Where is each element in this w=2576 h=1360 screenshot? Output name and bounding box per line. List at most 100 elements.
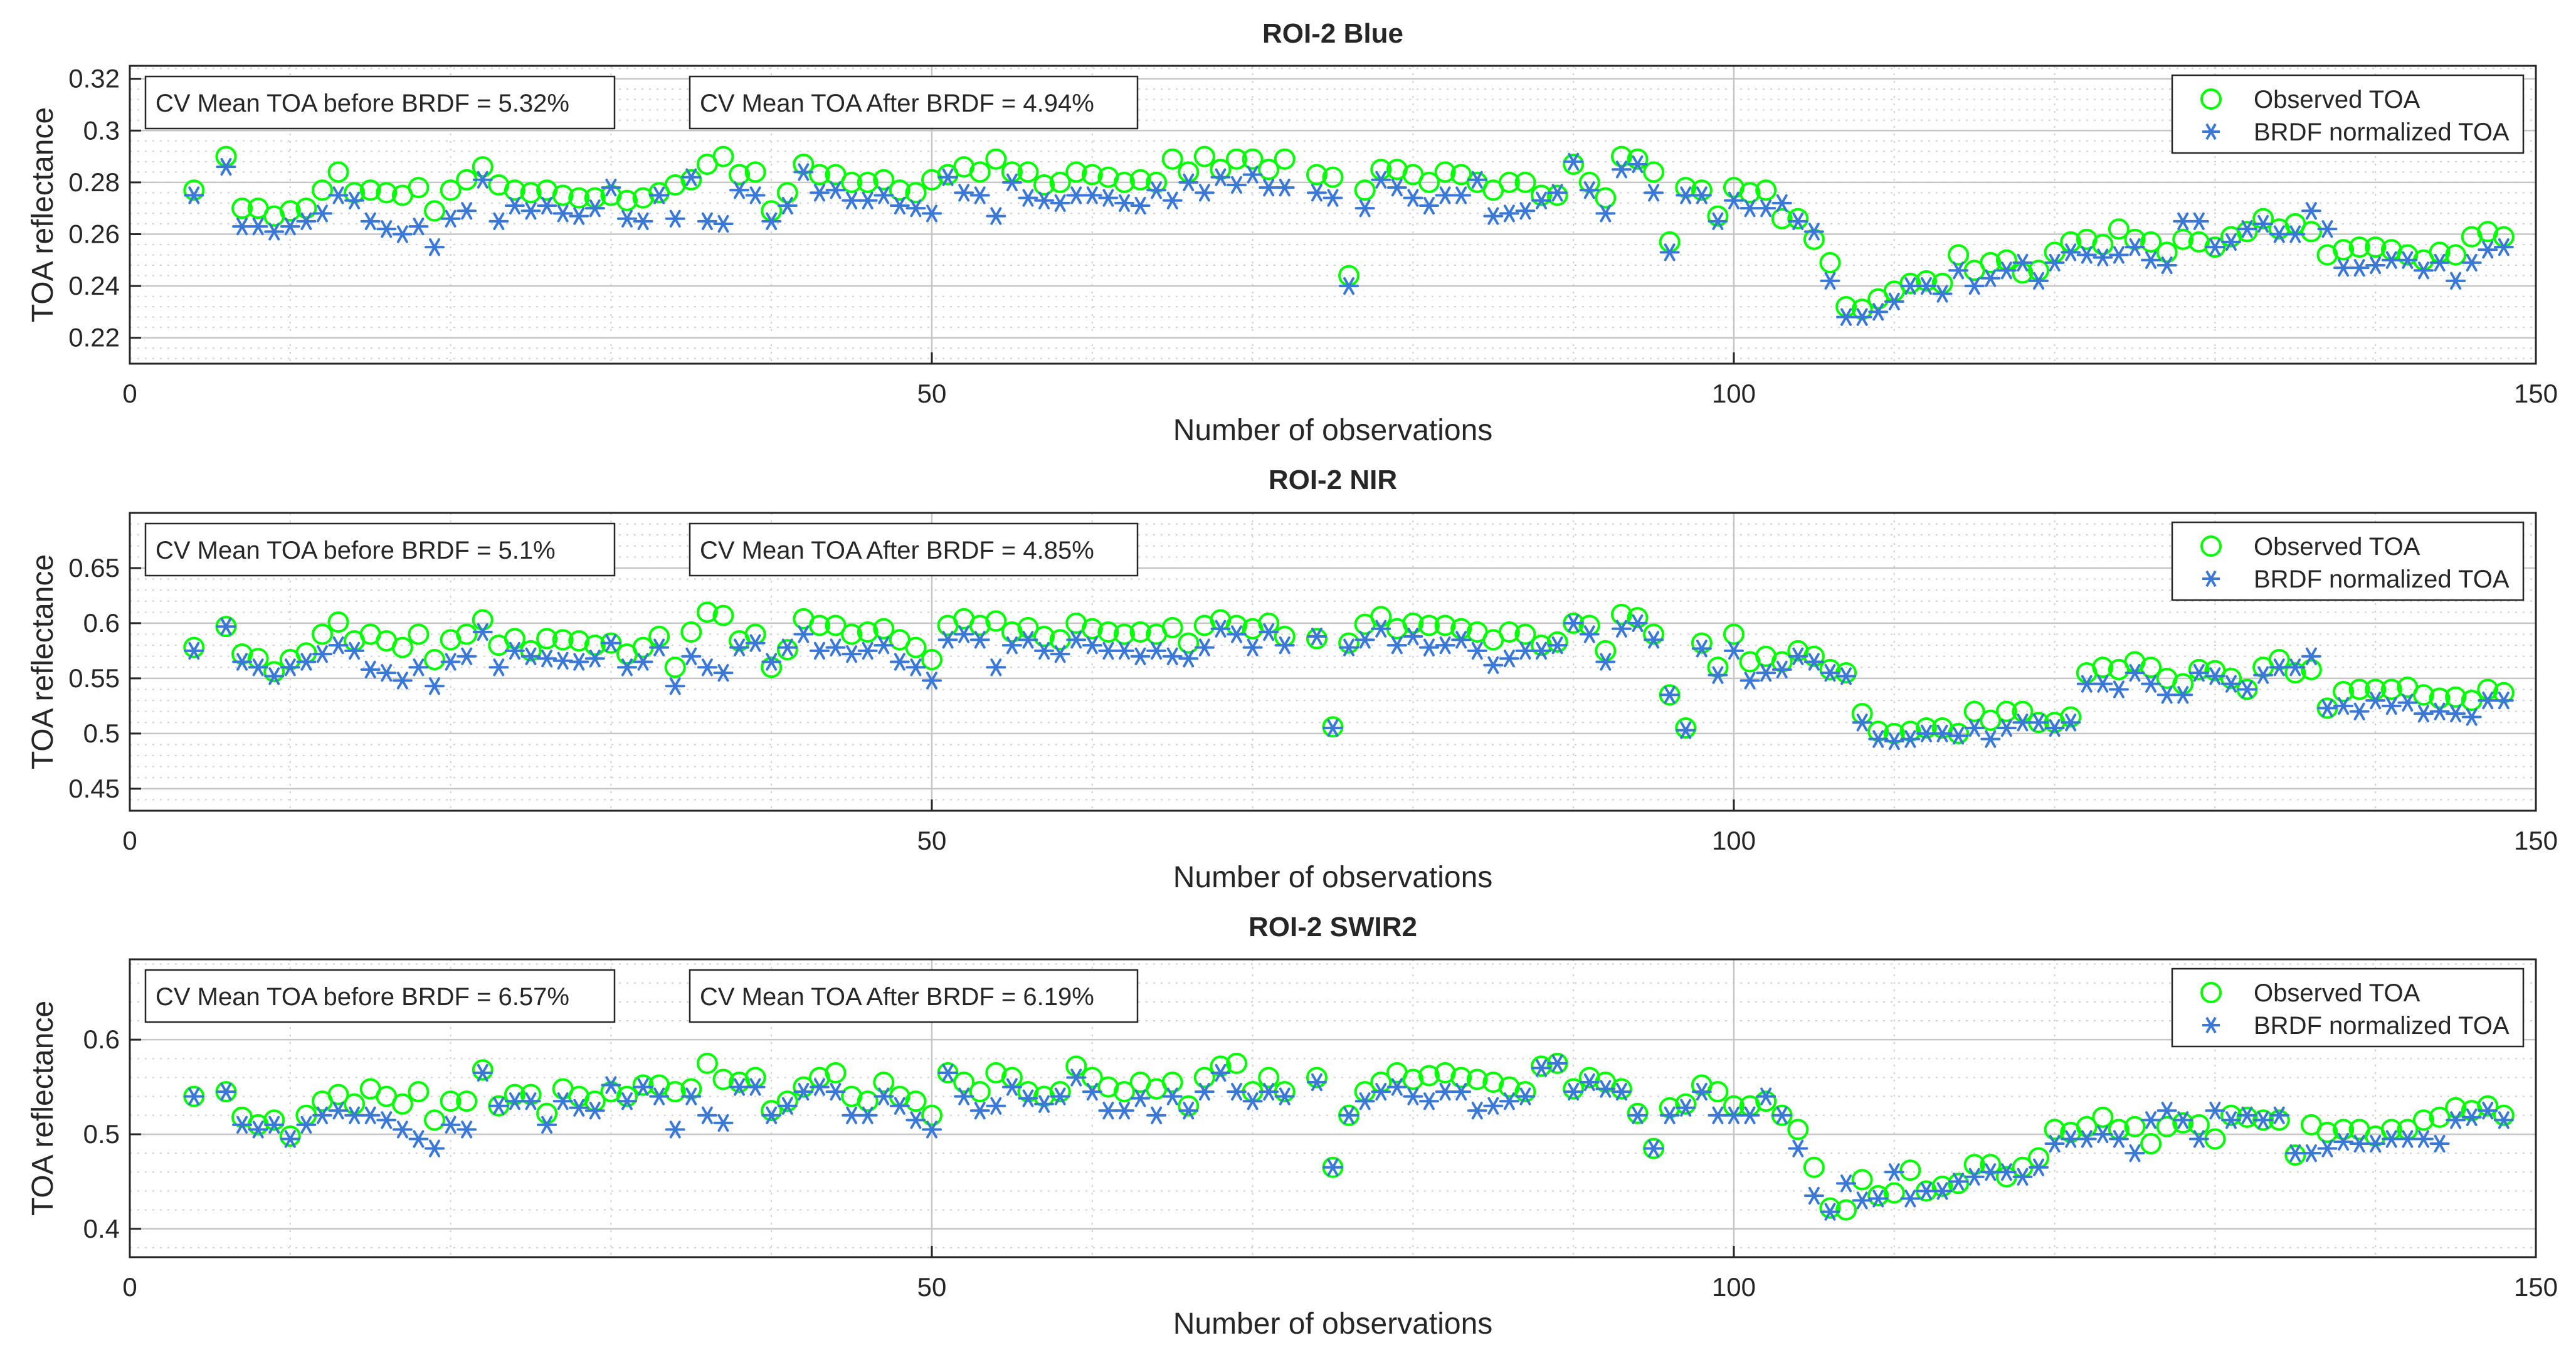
brdf-normalized-toa-point xyxy=(312,1106,332,1124)
observed-toa-point xyxy=(1017,616,1039,638)
y-tick-label: 0.3 xyxy=(83,115,120,145)
brdf-normalized-toa-point xyxy=(2156,1102,2177,1120)
brdf-normalized-toa-point xyxy=(1274,179,1295,197)
brdf-normalized-toa-point xyxy=(825,638,846,656)
brdf-normalized-toa-point xyxy=(360,660,381,678)
observed-toa-point xyxy=(2108,218,2130,240)
brdf-normalized-toa-point xyxy=(537,1115,557,1134)
observed-toa-point xyxy=(1531,184,1553,206)
brdf-normalized-toa-point xyxy=(408,1130,429,1148)
observed-toa-point xyxy=(1049,1081,1071,1103)
brdf-normalized-toa-point xyxy=(745,634,766,652)
brdf-normalized-toa-point xyxy=(1515,641,1536,660)
x-tick-label: 100 xyxy=(1712,379,1756,408)
observed-toa-point xyxy=(808,614,830,636)
observed-toa-point xyxy=(1995,700,2017,722)
brdf-normalized-toa-point xyxy=(2093,1125,2113,1144)
brdf-normalized-toa-point xyxy=(697,212,717,230)
observed-toa-point xyxy=(1193,1067,1215,1089)
observed-toa-point xyxy=(2445,1097,2467,1119)
x-tick-label: 50 xyxy=(917,826,947,855)
brdf-normalized-toa-point xyxy=(889,1097,910,1115)
observed-toa-point xyxy=(1322,716,1344,738)
brdf-normalized-toa-point xyxy=(472,171,493,189)
brdf-normalized-toa-point xyxy=(874,636,894,655)
observed-toa-point xyxy=(2188,658,2210,680)
brdf-normalized-toa-point xyxy=(937,631,958,649)
brdf-normalized-toa-point xyxy=(1659,243,1680,261)
brdf-normalized-toa-point xyxy=(1386,636,1407,655)
observed-toa-point xyxy=(1980,251,2002,273)
brdf-normalized-toa-point xyxy=(1146,181,1167,199)
observed-toa-point xyxy=(584,635,606,656)
series-observed-toa xyxy=(183,145,2515,320)
brdf-normalized-toa-point xyxy=(520,1092,541,1110)
observed-toa-point xyxy=(359,179,381,201)
brdf-normalized-toa-point xyxy=(2237,680,2257,698)
brdf-normalized-toa-point xyxy=(2061,243,2081,261)
brdf-normalized-toa-point xyxy=(745,1078,766,1096)
brdf-normalized-toa-point xyxy=(360,1106,381,1124)
brdf-normalized-toa-point xyxy=(1708,666,1728,684)
observed-toa-point xyxy=(616,1085,638,1107)
brdf-normalized-toa-point xyxy=(793,625,814,643)
observed-toa-point xyxy=(2429,687,2451,709)
observed-toa-point xyxy=(2284,662,2306,684)
observed-toa-point xyxy=(1129,621,1151,643)
observed-toa-point xyxy=(1915,717,1937,739)
brdf-normalized-toa-point xyxy=(344,1106,365,1124)
brdf-normalized-toa-point xyxy=(825,1082,846,1101)
brdf-normalized-toa-point xyxy=(2188,663,2209,682)
brdf-normalized-toa-point xyxy=(681,1087,702,1105)
brdf-normalized-toa-point xyxy=(569,1099,589,1117)
observed-toa-point xyxy=(1434,1062,1456,1083)
brdf-normalized-toa-point xyxy=(986,207,1006,225)
observed-toa-point xyxy=(1948,244,1970,266)
observed-toa-point xyxy=(2333,681,2355,702)
observed-toa-point xyxy=(857,171,879,193)
brdf-normalized-toa-point xyxy=(665,1120,685,1139)
brdf-normalized-toa-point xyxy=(2413,1130,2434,1148)
brdf-normalized-toa-point xyxy=(2365,1134,2386,1153)
observed-toa-point xyxy=(1161,148,1183,170)
observed-toa-point xyxy=(873,618,895,640)
y-tick-label: 0.65 xyxy=(68,553,120,582)
observed-toa-point xyxy=(440,179,462,201)
series-brdf-normalized-toa xyxy=(184,614,2514,751)
brdf-normalized-toa-point xyxy=(633,212,653,230)
brdf-normalized-toa-point xyxy=(216,157,236,176)
brdf-normalized-toa-point xyxy=(1227,625,1247,643)
y-tick-label: 0.5 xyxy=(83,719,120,748)
observed-toa-point xyxy=(1466,1068,1488,1090)
brdf-normalized-toa-point xyxy=(1788,1139,1808,1157)
observed-toa-point xyxy=(1787,208,1809,229)
brdf-normalized-toa-point xyxy=(1194,184,1215,202)
x-tick-label: 0 xyxy=(122,1272,137,1302)
brdf-normalized-toa-point xyxy=(2478,241,2498,259)
brdf-normalized-toa-point xyxy=(1515,202,1536,220)
y-tick-label: 0.5 xyxy=(83,1119,120,1149)
observed-toa-point xyxy=(969,1081,991,1103)
brdf-normalized-toa-point xyxy=(1563,152,1584,171)
brdf-normalized-toa-point xyxy=(1499,1092,1519,1110)
observed-toa-point xyxy=(1931,1175,1953,1197)
cv-annotation: CV Mean TOA before BRDF = 6.57% xyxy=(156,983,569,1011)
observed-toa-point xyxy=(520,182,542,204)
observed-toa-point xyxy=(985,610,1007,632)
brdf-normalized-toa-point xyxy=(280,658,300,677)
brdf-normalized-toa-point xyxy=(2012,1168,2033,1186)
observed-toa-point xyxy=(2477,1095,2499,1117)
observed-toa-point xyxy=(1274,148,1296,170)
brdf-normalized-toa-point xyxy=(2237,1106,2257,1124)
brdf-normalized-toa-point xyxy=(1098,1102,1119,1120)
observed-toa-point xyxy=(1819,1197,1841,1219)
observed-toa-point xyxy=(263,1109,285,1131)
annotation-box xyxy=(689,75,1139,130)
observed-toa-point xyxy=(568,187,590,209)
observed-toa-point xyxy=(1675,1093,1697,1115)
brdf-normalized-toa-point xyxy=(2044,1134,2065,1153)
observed-toa-point xyxy=(1755,1090,1777,1112)
observed-toa-point xyxy=(873,169,895,191)
brdf-normalized-toa-point xyxy=(1916,277,1936,295)
